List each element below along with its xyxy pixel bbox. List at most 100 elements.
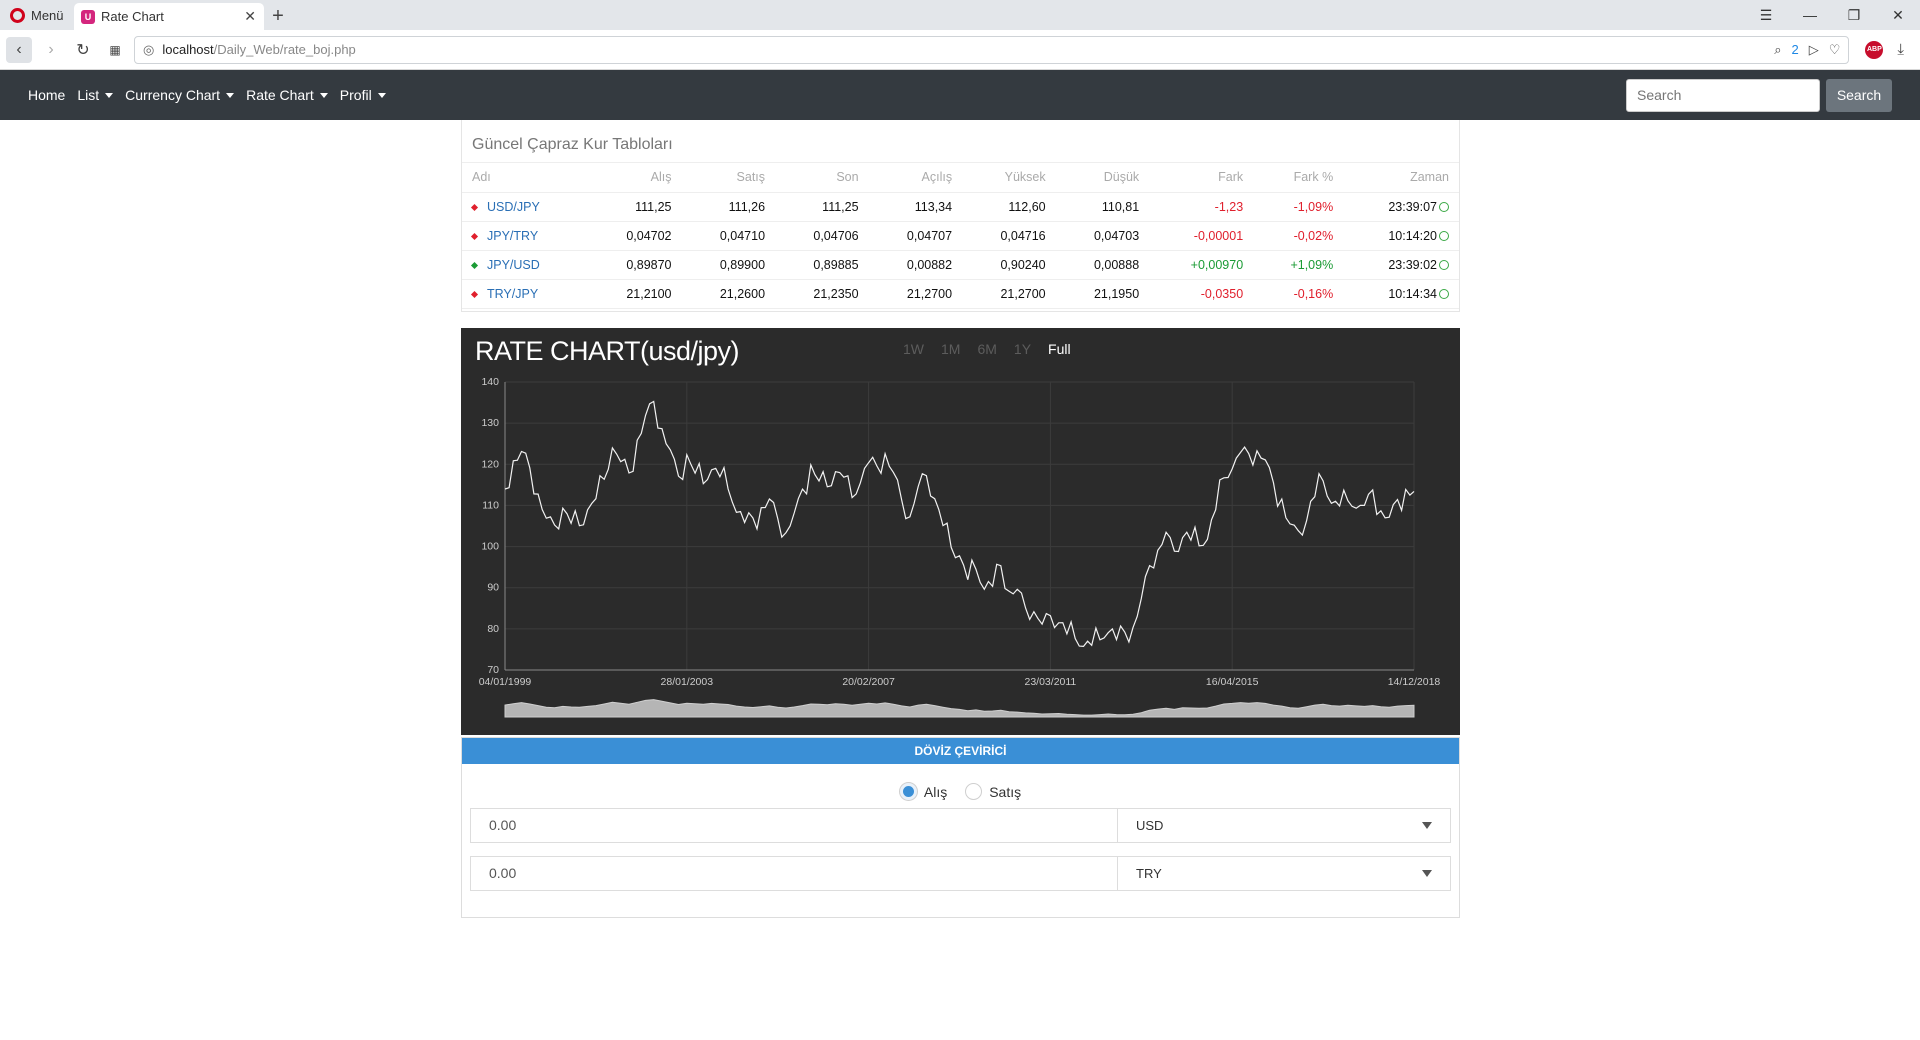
column-header[interactable]: Açılış [868,163,963,193]
speed-dial-icon[interactable]: ▦ [109,42,121,57]
column-header[interactable]: Fark % [1253,163,1344,193]
column-header[interactable]: Adı [462,163,588,193]
table-cell: 0,90240 [962,250,1056,280]
url-field[interactable]: ◎ localhost/Daily_Web/rate_boj.php ⌕ 2 ▷… [134,35,1850,64]
site-navbar: Home List Currency Chart Rate Chart Profil S… [0,70,1920,120]
rate-table: Adı Alış Satış Son Açılış Yüksek Düşük Fark Fark… [462,163,1459,309]
pair-cell[interactable]: TRY/JPY [462,279,588,309]
restore-icon[interactable]: ❐ [1847,6,1861,23]
cell-value: 0,00888 [1093,257,1140,272]
close-window-icon[interactable]: ✕ [1892,6,1904,23]
table-cell: 21,1950 [1055,279,1150,309]
range-button-full[interactable]: Full [1048,340,1071,357]
amount-to-input[interactable] [471,856,1118,890]
send-icon[interactable]: ▷ [1808,41,1819,57]
range-button-6m[interactable]: 6M [977,340,997,357]
column-header[interactable]: Alış [587,163,682,193]
radio-buy-label: Alış [923,783,948,800]
pair-cell[interactable]: JPY/TRY [462,221,588,251]
table-row[interactable]: JPY/TRY 0,04702 0,04710 0,04706 0,04707 0,047… [462,221,1459,251]
y-tick-label: 120 [481,458,499,470]
currency-to-select[interactable]: TRY [1118,857,1450,890]
tracker-badge[interactable]: 2 [1791,42,1799,57]
cell-value: 21,2350 [813,286,859,301]
heart-icon[interactable]: ♡ [1828,41,1841,57]
table-cell: -0,00001 [1149,221,1254,251]
range-button-1w[interactable]: 1W [903,340,924,357]
back-button[interactable]: ‹ [6,36,32,63]
tab-menu-icon[interactable]: ☰ [1759,6,1773,23]
column-header[interactable]: Zaman [1343,163,1459,193]
nav-item-home[interactable]: Home [28,87,65,103]
column-header[interactable]: Son [775,163,869,193]
radio-sell-dot[interactable] [965,783,983,800]
table-cell: 0,04707 [868,221,963,251]
pair-cell[interactable]: JPY/USD [462,250,588,280]
favicon-icon: U [81,9,95,24]
caret-down-icon [226,92,235,98]
radio-buy[interactable]: Alış [899,776,948,808]
range-button-1y[interactable]: 1Y [1013,340,1032,357]
table-cell: -0,0350 [1149,279,1254,309]
forward-button[interactable]: › [48,40,54,58]
converter-header: DÖVİZ ÇEVİRİCİ [462,737,1459,764]
browser-tab[interactable]: U Rate Chart ✕ [74,3,264,30]
table-cell: 0,89885 [775,250,869,280]
nav-search: Search [1626,78,1892,112]
table-cell: -1,09% [1253,192,1344,222]
up-indicator-icon [470,261,479,269]
browser-menu-button[interactable]: Menü [0,0,74,30]
table-cell: 0,04716 [962,221,1056,251]
table-row[interactable]: USD/JPY 111,25 111,26 111,25 113,34 112,60 110… [462,192,1459,222]
cell-value: -0,0350 [1200,286,1244,301]
pair-name[interactable]: JPY/USD [487,257,540,272]
currency-converter: DÖVİZ ÇEVİRİCİ Alış Satış USD TRY [461,736,1460,918]
radio-buy-dot[interactable] [899,783,917,800]
cell-value: 110,81 [1101,199,1140,214]
column-header[interactable]: Yüksek [962,163,1056,193]
search-page-icon[interactable]: ⌕ [1774,41,1782,57]
search-button[interactable]: Search [1826,78,1892,112]
nav-item-profil[interactable]: Profil [340,87,386,103]
reload-icon[interactable]: ↻ [76,41,90,59]
caret-down-icon [319,92,328,98]
column-header[interactable]: Fark [1149,163,1254,193]
nav-item-list[interactable]: List [77,87,114,103]
navigator-area[interactable] [504,698,1415,717]
pair-name[interactable]: JPY/TRY [487,228,539,243]
amount-from-input[interactable] [471,808,1118,842]
adblock-icon[interactable]: ABP [1865,40,1884,59]
column-header[interactable]: Satış [681,163,776,193]
table-cell: 21,2350 [775,279,869,309]
tab-close-icon[interactable]: ✕ [244,8,256,24]
nav-item-currency-chart[interactable]: Currency Chart [125,87,235,103]
minimize-icon[interactable]: — [1803,7,1817,23]
table-row[interactable]: JPY/USD 0,89870 0,89900 0,89885 0,00882 0,902… [462,250,1459,280]
cell-value: 23:39:02 [1388,257,1437,272]
radio-sell-label: Satış [989,783,1022,800]
table-cell: 111,25 [587,192,682,222]
chevron-down-icon [1422,869,1432,877]
new-tab-button[interactable]: + [272,5,284,27]
nav-item-label: List [77,87,100,103]
column-header[interactable]: Düşük [1055,163,1150,193]
pair-name[interactable]: USD/JPY [487,199,540,214]
table-cell: 21,2100 [587,279,682,309]
rate-table-body: USD/JPY 111,25 111,26 111,25 113,34 112,60 110… [462,192,1459,309]
range-button-1m[interactable]: 1M [941,340,961,357]
series-line-usd-jpy[interactable] [504,399,1415,647]
download-icon[interactable]: ⤓ [1897,41,1904,58]
cell-value: 111,26 [728,199,766,214]
browser-tab-bar: Menü U Rate Chart ✕ + ☰ — ❐ ✕ [0,0,1920,30]
currency-from-select[interactable]: USD [1118,809,1450,842]
cell-value: 0,04707 [906,228,953,243]
search-input[interactable] [1626,78,1820,112]
table-row[interactable]: TRY/JPY 21,2100 21,2600 21,2350 21,2700 21,27… [462,279,1459,309]
url-path: /Daily_Web/rate_boj.php [213,42,356,57]
radio-sell[interactable]: Satış [965,776,1021,808]
nav-item-rate-chart[interactable]: Rate Chart [246,87,328,103]
x-tick-label: 16/04/2015 [1206,676,1259,688]
pair-cell[interactable]: USD/JPY [462,192,588,222]
pair-name[interactable]: TRY/JPY [487,286,539,301]
